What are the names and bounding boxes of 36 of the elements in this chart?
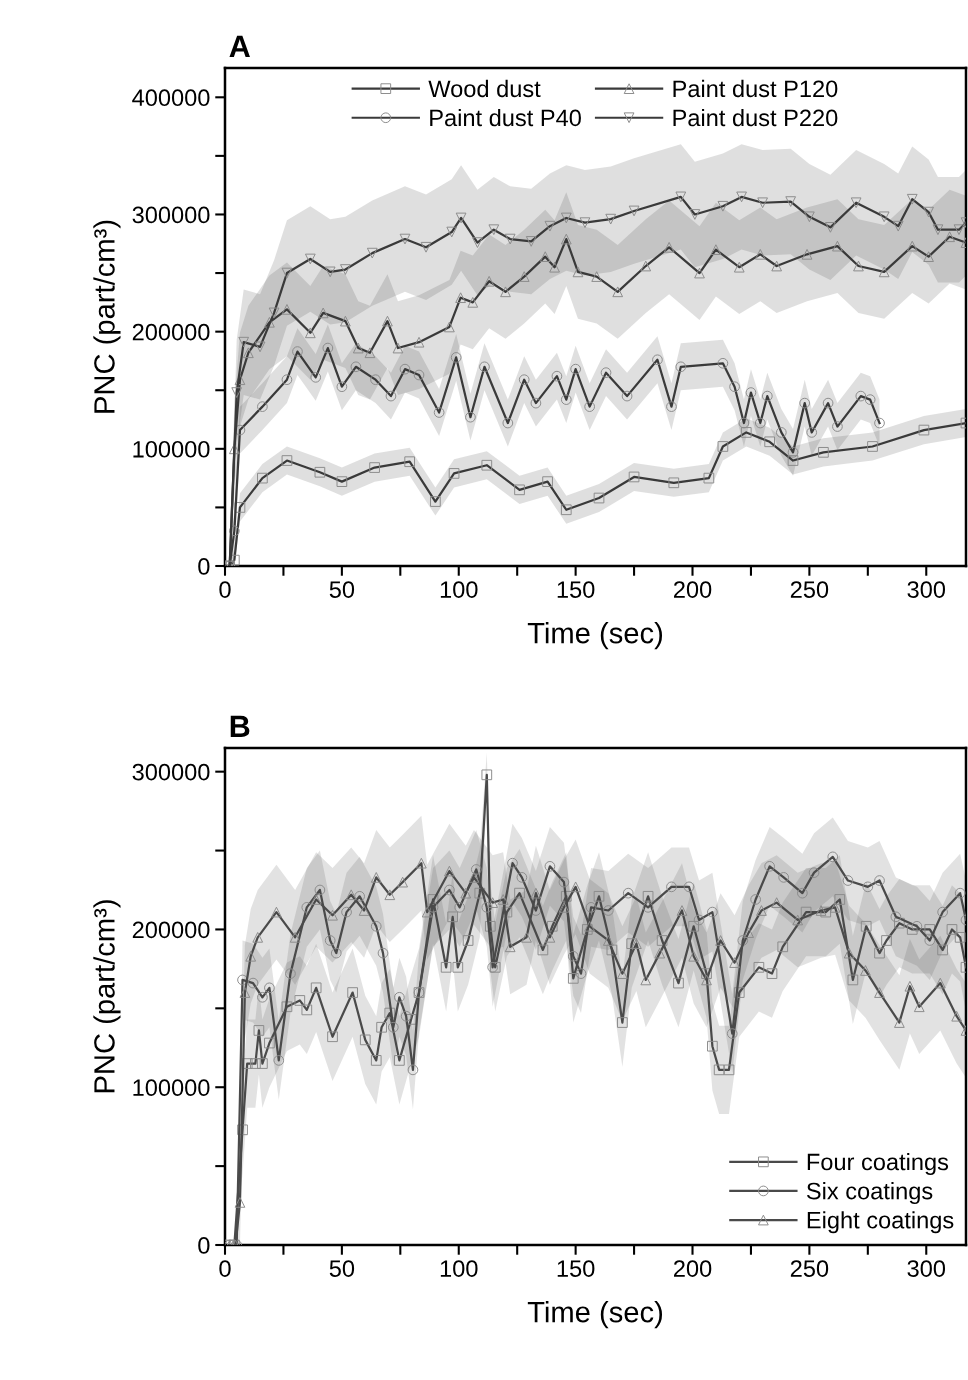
legend-label: Paint dust P120 [673, 79, 838, 98]
x-tick-label: 100 [440, 581, 478, 598]
legend-label: Eight coatings [807, 1211, 954, 1234]
y-tick-label: 400000 [132, 89, 210, 107]
y-tick-label: 100000 [133, 440, 210, 458]
y-tick-label: 0 [198, 558, 210, 575]
y-tick-label: 300000 [132, 206, 210, 224]
legend-label: Wood dust [428, 79, 541, 98]
x-tick-label: 200 [674, 581, 712, 598]
x-tick-label: 150 [557, 1260, 595, 1277]
x-tick-label: 0 [219, 581, 231, 598]
legend-label: Six coatings [806, 1182, 933, 1205]
x-tick-label: 50 [329, 581, 355, 598]
y-axis-title: PNC (part/cm³) [93, 900, 121, 1093]
y-tick-label: 0 [198, 1237, 210, 1254]
legend-label: Paint dust P40 [430, 108, 581, 127]
chart-title: A [229, 35, 250, 57]
x-tick-label: 150 [557, 581, 595, 598]
x-tick-label: 200 [674, 1260, 712, 1277]
y-tick-label: 200000 [132, 921, 210, 939]
x-tick-label: 300 [907, 1260, 946, 1277]
x-axis-title: Time (sec) [527, 1301, 663, 1329]
x-tick-label: 300 [907, 581, 946, 598]
x-axis-title: Time (sec) [527, 622, 663, 650]
y-tick-label: 300000 [132, 763, 210, 781]
x-tick-label: 100 [440, 1260, 478, 1277]
legend-label: Four coatings [807, 1153, 949, 1176]
chart-title: B [230, 715, 250, 737]
x-tick-label: 250 [790, 581, 829, 598]
y-tick-label: 100000 [133, 1079, 210, 1097]
x-tick-label: 250 [790, 1260, 829, 1277]
y-tick-label: 200000 [132, 323, 210, 341]
x-tick-label: 0 [219, 1260, 231, 1277]
x-tick-label: 50 [329, 1260, 355, 1277]
legend-label: Paint dust P220 [673, 108, 838, 127]
y-axis-title: PNC (part/cm³) [93, 220, 121, 413]
